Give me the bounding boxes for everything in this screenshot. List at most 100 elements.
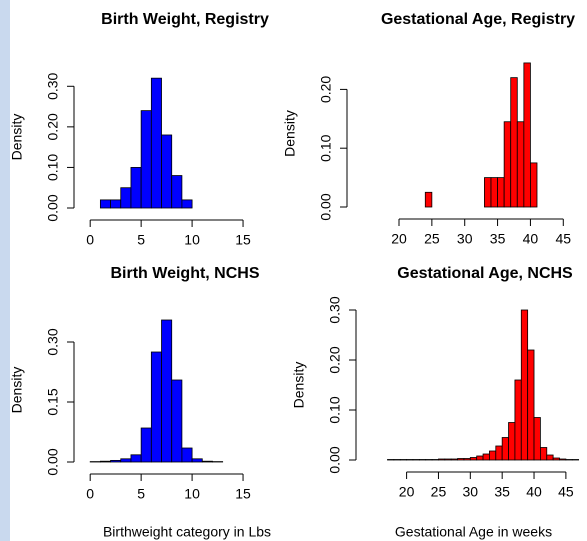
bar	[181, 447, 193, 463]
bar	[540, 447, 548, 461]
bar	[424, 191, 433, 208]
bar	[559, 458, 567, 461]
bar	[406, 459, 414, 461]
bar	[546, 454, 554, 461]
bar	[171, 175, 183, 209]
bar	[387, 459, 395, 461]
x-tick-label: 35	[494, 484, 510, 500]
x-tick-label: 0	[86, 232, 94, 248]
x-tick-label: 5	[137, 486, 145, 502]
bar	[490, 177, 498, 208]
bar	[418, 459, 427, 461]
bar	[110, 459, 122, 463]
bar	[444, 458, 452, 461]
bar	[510, 77, 518, 208]
x-tick-label: 20	[391, 231, 407, 247]
bar	[523, 62, 531, 208]
x-tick-label: 20	[399, 484, 415, 500]
bar	[527, 349, 535, 461]
x-tick-label: 5	[137, 232, 145, 248]
y-tick-label: 0.30	[327, 296, 343, 323]
x-tick-label: 30	[457, 231, 473, 247]
x-tick-label: 10	[184, 486, 200, 502]
bar	[161, 134, 173, 209]
y-tick-label: 0.30	[45, 328, 61, 355]
bar	[191, 458, 203, 463]
y-axis-label: Density	[9, 367, 25, 414]
x-tick-label: 40	[523, 231, 539, 247]
y-axis-label: Density	[282, 110, 298, 157]
y-tick-label: 0.00	[327, 446, 343, 473]
x-axis-label: Birthweight category in Lbs	[103, 524, 271, 540]
y-tick-label: 0.20	[327, 346, 343, 373]
bar	[393, 459, 401, 461]
bar	[457, 458, 465, 461]
bar	[181, 199, 193, 209]
bar	[120, 187, 132, 209]
x-tick-label: 25	[424, 231, 440, 247]
bar	[450, 458, 458, 461]
y-axis-label: Density	[291, 362, 307, 409]
x-tick-label: 25	[431, 484, 447, 500]
y-tick-label: 0.00	[45, 448, 61, 475]
bar	[489, 450, 497, 461]
bar	[130, 167, 142, 209]
bar	[201, 460, 213, 463]
x-tick-label: 15	[235, 232, 251, 248]
bar	[501, 437, 509, 461]
bar	[99, 460, 111, 463]
x-tick-label: 40	[526, 484, 542, 500]
bar	[171, 379, 183, 463]
x-tick-label: 0	[86, 486, 94, 502]
x-axis-label: Gestational Age in weeks	[395, 524, 552, 540]
bar	[463, 458, 471, 461]
x-tick-label: 45	[558, 484, 574, 500]
x-tick-label: 45	[555, 231, 571, 247]
bar	[399, 459, 408, 461]
bar	[482, 453, 490, 461]
y-tick-label: 0.00	[318, 193, 334, 220]
bar	[530, 162, 538, 208]
y-tick-label: 0.20	[45, 113, 61, 140]
bar	[476, 455, 484, 461]
bar	[431, 459, 439, 461]
bar	[503, 121, 512, 208]
y-tick-label: 0.10	[45, 154, 61, 181]
bar	[571, 459, 580, 461]
x-tick-label: 15	[235, 486, 251, 502]
bar	[514, 379, 522, 461]
y-tick-label: 0.00	[45, 194, 61, 221]
bar	[516, 121, 525, 208]
y-axis-label: Density	[9, 114, 25, 161]
bar	[533, 417, 541, 461]
bar	[565, 459, 573, 461]
chart-title: Gestational Age, Registry	[381, 11, 575, 28]
bar	[552, 457, 560, 461]
bar	[161, 319, 173, 463]
chart-title: Birth Weight, Registry	[101, 11, 269, 28]
bar	[110, 199, 122, 209]
bar	[412, 459, 420, 461]
bar	[469, 457, 478, 461]
chart-title: Gestational Age, NCHS	[397, 265, 573, 282]
chart-title: Birth Weight, NCHS	[110, 265, 259, 282]
bar	[140, 110, 152, 209]
bar	[150, 77, 162, 209]
bar	[99, 199, 111, 209]
x-tick-label: 10	[184, 232, 200, 248]
bar	[495, 445, 503, 461]
y-tick-label: 0.30	[45, 72, 61, 99]
bar	[120, 458, 132, 463]
y-tick-label: 0.10	[327, 396, 343, 423]
y-tick-label: 0.10	[318, 134, 334, 161]
x-tick-label: 35	[490, 231, 506, 247]
bar	[425, 459, 433, 461]
bar	[520, 309, 529, 461]
bar	[150, 351, 162, 463]
bar	[438, 458, 446, 461]
bar	[497, 177, 505, 208]
bar	[130, 454, 142, 463]
y-tick-label: 0.20	[318, 76, 334, 103]
